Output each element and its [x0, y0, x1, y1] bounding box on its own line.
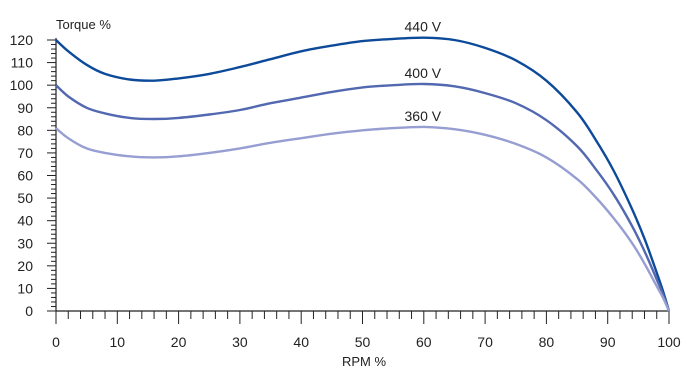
series-line [55, 36, 671, 312]
x-tick-label: 0 [52, 334, 60, 350]
y-tick-label: 120 [10, 32, 34, 48]
y-tick-label: 10 [17, 280, 33, 296]
x-tick-label: 10 [110, 334, 126, 350]
x-tick-label: 50 [355, 334, 371, 350]
x-axis-ticks: 0 10 20 30 40 50 60 70 80 90 100 [52, 311, 681, 350]
y-axis-ticks: 0 10 20 30 40 50 60 70 80 90 100 110 120 [10, 32, 56, 319]
x-axis-title: RPM % [342, 354, 387, 367]
x-tick-label: 30 [232, 334, 248, 350]
series-label: 360 V [405, 108, 442, 124]
minor-ticks [51, 44, 658, 319]
y-tick-label: 0 [25, 303, 33, 319]
y-tick-label: 110 [11, 55, 34, 71]
x-tick-label: 90 [600, 334, 616, 350]
y-tick-label: 90 [17, 100, 33, 116]
series-line [55, 125, 671, 312]
x-tick-label: 100 [657, 334, 681, 350]
series-labels: 440 V 400 V 360 V [405, 19, 442, 124]
x-tick-label: 40 [293, 334, 309, 350]
y-tick-label: 40 [17, 213, 33, 229]
y-tick-label: 30 [17, 235, 33, 251]
series-label: 440 V [405, 19, 442, 35]
y-tick-label: 50 [17, 190, 33, 206]
series-lines [55, 36, 671, 312]
series-line [55, 82, 671, 312]
y-axis-title: Torque % [56, 17, 111, 32]
y-tick-label: 80 [17, 122, 33, 138]
y-tick-label: 20 [17, 258, 33, 274]
x-tick-label: 80 [539, 334, 555, 350]
series-label: 400 V [405, 65, 442, 81]
x-tick-label: 70 [477, 334, 493, 350]
x-tick-label: 20 [171, 334, 187, 350]
y-tick-label: 60 [17, 168, 33, 184]
x-tick-label: 60 [416, 334, 432, 350]
y-tick-label: 100 [10, 77, 34, 93]
y-tick-label: 70 [17, 145, 33, 161]
